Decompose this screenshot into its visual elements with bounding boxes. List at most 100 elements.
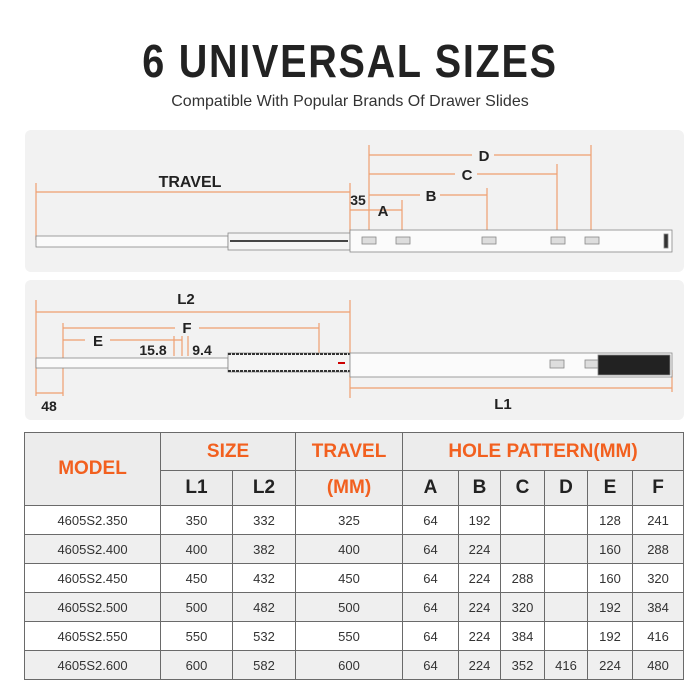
bottom-diagram-panel — [25, 280, 684, 420]
cell-a: 64 — [402, 621, 460, 651]
cell-c: 384 — [500, 621, 546, 651]
header-e: E — [587, 470, 634, 506]
dim-b-label: B — [426, 188, 437, 205]
cell-d: 416 — [544, 650, 589, 680]
header-model: MODEL — [24, 432, 161, 506]
header-size: SIZE — [159, 432, 297, 471]
cell-a: 64 — [402, 563, 460, 593]
cell-l1: 500 — [160, 592, 233, 622]
cell-a: 64 — [402, 592, 460, 622]
cell-b: 224 — [458, 534, 502, 564]
table-row: 4605S2.500 500 482 500 64 224 320 192 384 — [24, 592, 685, 622]
cell-e: 192 — [587, 621, 634, 651]
cell-d — [544, 505, 589, 535]
cell-a: 64 — [402, 650, 460, 680]
cell-c: 288 — [500, 563, 546, 593]
dim-15-8-label: 15.8 — [139, 342, 166, 358]
top-dimension-lines — [35, 145, 592, 240]
cell-model: 4605S2.450 — [24, 563, 161, 593]
cell-c: 320 — [500, 592, 546, 622]
cell-model: 4605S2.400 — [24, 534, 161, 564]
cell-b: 224 — [458, 621, 502, 651]
cell-model: 4605S2.600 — [24, 650, 161, 680]
header-travel-unit: (MM) — [295, 470, 404, 506]
cell-model: 4605S2.500 — [24, 592, 161, 622]
cell-l1: 600 — [160, 650, 233, 680]
bottom-slide-rail — [35, 352, 673, 378]
cell-f: 480 — [632, 650, 685, 680]
cell-travel: 600 — [295, 650, 404, 680]
cell-f: 320 — [632, 563, 685, 593]
cell-l2: 332 — [231, 505, 297, 535]
cell-d — [544, 621, 589, 651]
size-table: MODEL SIZE TRAVEL HOLE PATTERN(MM) L1 L2… — [24, 432, 685, 680]
cell-travel: 325 — [295, 505, 404, 535]
cell-f: 241 — [632, 505, 685, 535]
cell-l1: 450 — [160, 563, 233, 593]
cell-d — [544, 534, 589, 564]
travel-label: TRAVEL — [159, 174, 222, 191]
header-l2: L2 — [231, 470, 297, 506]
cell-a: 64 — [402, 505, 460, 535]
dim-l1-label: L1 — [494, 396, 512, 413]
cell-d — [544, 563, 589, 593]
dim-d-label: D — [479, 148, 490, 165]
cell-travel: 400 — [295, 534, 404, 564]
header-hole-pattern: HOLE PATTERN(MM) — [402, 432, 685, 471]
cell-b: 224 — [458, 650, 502, 680]
cell-e: 128 — [587, 505, 634, 535]
cell-e: 160 — [587, 534, 634, 564]
dim-l2-label: L2 — [177, 291, 195, 308]
cell-travel: 550 — [295, 621, 404, 651]
offset-35-label: 35 — [350, 192, 366, 208]
table-row: 4605S2.600 600 582 600 64 224 352 416 224 480 — [24, 650, 685, 680]
cell-e: 160 — [587, 563, 634, 593]
cell-l1: 350 — [160, 505, 233, 535]
cell-l2: 532 — [231, 621, 297, 651]
cell-l2: 582 — [231, 650, 297, 680]
cell-b: 224 — [458, 592, 502, 622]
cell-travel: 450 — [295, 563, 404, 593]
header-c: C — [500, 470, 546, 506]
cell-l2: 382 — [231, 534, 297, 564]
dim-c-label: C — [462, 167, 473, 184]
header-b: B — [458, 470, 502, 506]
cell-model: 4605S2.550 — [24, 621, 161, 651]
cell-c — [500, 534, 546, 564]
cell-l2: 432 — [231, 563, 297, 593]
cell-travel: 500 — [295, 592, 404, 622]
cell-model: 4605S2.350 — [24, 505, 161, 535]
cell-f: 384 — [632, 592, 685, 622]
table-row: 4605S2.550 550 532 550 64 224 384 192 416 — [24, 621, 685, 651]
cell-a: 64 — [402, 534, 460, 564]
dim-a-label: A — [378, 203, 389, 220]
top-slide-rail — [35, 229, 673, 253]
slide-diagrams: TRAVEL 35 A B C D L2 F E 15.8 9.4 48 L1 — [35, 145, 673, 414]
cell-b: 224 — [458, 563, 502, 593]
page-subtitle: Compatible With Popular Brands Of Drawer… — [171, 93, 529, 110]
bottom-dimension-lines — [35, 300, 673, 398]
dim-f-label: F — [182, 320, 191, 337]
cell-f: 416 — [632, 621, 685, 651]
table-row: 4605S2.450 450 432 450 64 224 288 160 320 — [24, 563, 685, 593]
cell-l1: 400 — [160, 534, 233, 564]
dim-e-label: E — [93, 333, 103, 350]
header-l1: L1 — [160, 470, 233, 506]
table-row: 4605S2.350 350 332 325 64 192 128 241 — [24, 505, 685, 535]
header-a: A — [402, 470, 460, 506]
page-title: 6 UNIVERSAL SIZES — [142, 35, 558, 87]
header-f: F — [632, 470, 685, 506]
header-d: D — [544, 470, 589, 506]
cell-f: 288 — [632, 534, 685, 564]
dim-9-4-label: 9.4 — [192, 342, 212, 358]
cell-b: 192 — [458, 505, 502, 535]
cell-e: 192 — [587, 592, 634, 622]
cell-l2: 482 — [231, 592, 297, 622]
cell-c: 352 — [500, 650, 546, 680]
cell-d — [544, 592, 589, 622]
cell-c — [500, 505, 546, 535]
table-row: 4605S2.400 400 382 400 64 224 160 288 — [24, 534, 685, 564]
dim-48-label: 48 — [41, 398, 57, 414]
cell-e: 224 — [587, 650, 634, 680]
header-travel: TRAVEL — [295, 432, 404, 471]
